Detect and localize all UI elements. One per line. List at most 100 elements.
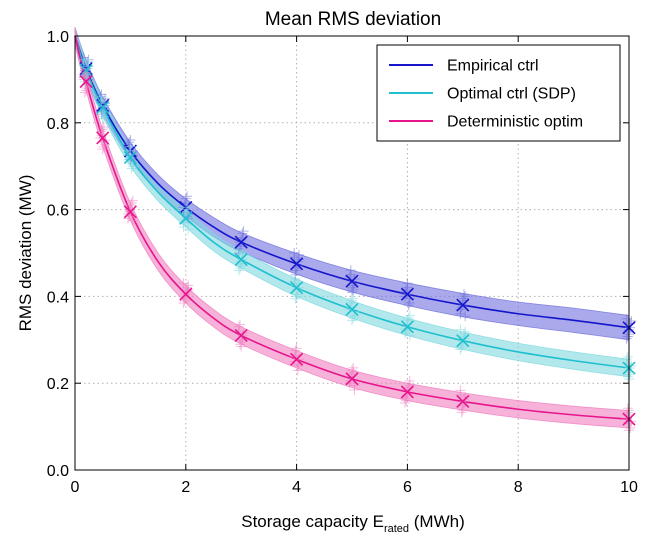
legend-label: Deterministic optim [447,114,583,131]
sample-plus [456,342,467,353]
sample-plus [180,193,191,204]
sample-plus [235,339,245,350]
sample-plus [294,250,304,261]
sample-plus [179,295,190,306]
sample-plus [455,304,466,315]
y-tick-label: 0.6 [47,203,69,220]
x-axis-title-main: Storage capacity E [241,512,384,531]
sample-plus [622,371,633,382]
data-point-marker [344,265,360,298]
mean-x-marker [290,352,304,366]
data-point-marker [233,245,249,276]
y-tick-label: 0.0 [47,463,69,480]
sample-plus [291,291,302,302]
mean-x-marker [179,287,193,301]
sample-plus [347,295,357,306]
sample-plus [237,228,248,239]
mean-x-marker [345,302,359,316]
data-point-marker [178,278,194,309]
sample-plus [96,126,107,137]
sample-plus [404,293,415,304]
mean-x-marker [123,205,137,219]
legend: Empirical ctrl Optimal ctrl (SDP) Determin… [376,44,621,142]
axis-ticks [74,35,630,471]
sample-plus [622,352,633,363]
x-axis-title-suffix: (MWh) [409,512,465,531]
sample-plus [289,247,300,258]
mean-x-marker [400,320,414,334]
y-axis-title: RMS deviation (MW) [16,175,35,332]
x-tick-label: 0 [71,479,80,496]
sample-plus [126,163,137,174]
sample-plus [455,385,466,396]
sample-plus [183,204,194,215]
mean-x-marker [400,287,414,301]
sample-plus [238,226,249,237]
mean-x-marker [456,298,470,312]
mean-x-marker [290,257,304,271]
sample-plus [97,143,108,154]
mean-x-marker [345,372,359,386]
data-point-marker [455,289,471,322]
x-axis-title: Storage capacity Erated (MWh) [241,512,465,534]
sample-plus [404,375,415,386]
legend-label: Empirical ctrl [447,58,539,75]
legend-label: Optimal ctrl (SDP) [447,86,576,103]
plot-frame [74,35,630,471]
sample-plus [125,141,136,152]
sample-plus [83,72,94,83]
sample-plus [403,300,414,311]
sample-plus [83,56,94,67]
sample-plus [178,298,189,309]
x-tick-label: 6 [403,479,412,496]
sample-plus [459,289,469,300]
mean-x-marker [96,101,110,115]
axis-tick-labels: 0 2 4 6 8 10 0.0 0.2 0.4 0.6 0.8 1.0 [47,29,638,496]
sample-plus [621,354,632,365]
sample-plus [460,392,471,403]
data-point-marker [344,293,360,326]
sample-plus [97,109,108,120]
sample-plus [456,407,467,418]
sample-plus [127,195,138,206]
sample-plus [460,326,471,337]
x-tick-label: 4 [292,479,301,496]
data-point-marker [455,385,471,418]
sample-plus [622,403,633,414]
data-point-marker [289,343,304,376]
sample-plus [348,293,359,304]
mean-x-marker [290,281,304,295]
sample-plus [235,237,245,248]
sample-plus [78,54,89,65]
data-point-marker [289,273,304,304]
sample-plus [403,312,414,323]
sample-plus [344,378,355,389]
data-point-marker [123,141,138,174]
sample-plus [347,315,357,326]
sample-plus [81,85,92,96]
sample-plus [98,121,109,132]
sample-plus [182,202,192,213]
sample-plus [127,156,138,167]
mean-x-marker [234,252,248,267]
y-tick-label: 0.8 [47,116,69,133]
data-point-marker [344,362,360,395]
mean-x-marker [400,385,414,399]
data-point-marker [233,226,249,259]
sample-plus [460,291,471,302]
chart-title: Mean RMS deviation [265,9,441,30]
sample-plus [460,311,471,322]
sample-plus [290,293,301,304]
sample-plus [345,265,356,276]
sample-plus [124,206,135,217]
sample-plus [98,141,109,152]
sample-plus [125,200,136,211]
sample-plus [235,319,245,330]
sample-plus [347,282,357,293]
sample-plus [404,330,415,341]
sample-plus [79,87,90,98]
sample-plus [237,330,248,341]
x-tick-label: 10 [620,479,638,496]
mean-x-marker [234,235,248,249]
mean-x-marker [123,150,137,165]
